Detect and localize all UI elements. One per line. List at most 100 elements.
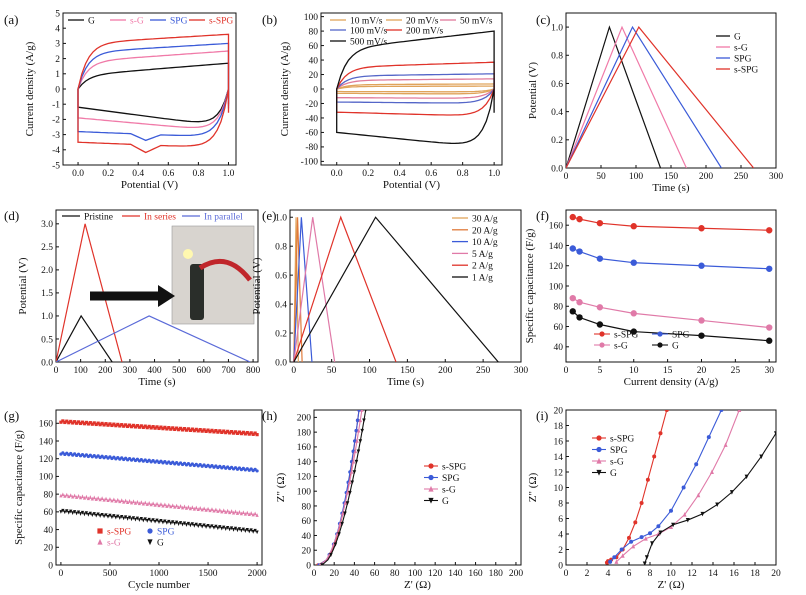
data-point <box>190 522 194 527</box>
data-point <box>139 424 143 428</box>
data-point <box>104 422 108 426</box>
data-point <box>165 521 169 525</box>
x-tick-label: 100 <box>408 569 423 579</box>
data-point <box>163 425 167 429</box>
data-point <box>114 515 118 520</box>
legend-label: 200 mV/s <box>406 27 444 37</box>
data-point <box>76 493 81 498</box>
data-point <box>135 499 140 504</box>
data-point <box>596 219 604 227</box>
data-point <box>247 512 251 517</box>
data-point <box>96 495 100 500</box>
legend-marker <box>657 342 663 348</box>
data-point <box>243 432 247 436</box>
data-point <box>198 506 202 510</box>
data-point <box>247 529 251 534</box>
plot-area <box>77 33 230 154</box>
data-point <box>627 535 631 540</box>
panel-label: (e) <box>262 208 276 223</box>
legend-marker <box>428 463 434 469</box>
data-point <box>177 428 181 432</box>
data-point <box>69 419 73 424</box>
data-point <box>218 508 222 512</box>
data-point <box>155 425 159 429</box>
legend: 30 A/g20 A/g 10 A/g 5 A/g 2 A/g 1 A/g <box>452 215 498 284</box>
data-point <box>251 530 255 534</box>
data-point <box>233 430 238 434</box>
data-point <box>114 499 118 503</box>
data-point <box>120 423 124 427</box>
data-point <box>110 498 114 503</box>
y-tick-label: 0.8 <box>551 52 563 62</box>
y-tick-label: 100 <box>39 473 54 483</box>
data-point <box>255 469 259 473</box>
chart-panel-f: 0 5 10 15 20 25 30 40 60 80 100 120 140 160 Current de… <box>524 208 777 388</box>
data-point <box>76 510 81 515</box>
data-point <box>78 512 83 516</box>
data-point <box>671 522 676 528</box>
data-point <box>139 500 143 504</box>
data-point <box>65 509 69 513</box>
series-10-mv-s <box>336 85 495 93</box>
data-point <box>65 492 69 497</box>
legend-label: 100 mV/s <box>350 27 388 37</box>
data-point <box>737 410 742 412</box>
y-tick-label: 4 <box>558 530 563 540</box>
panels: 0.0 0.2 0.4 0.6 0.8 1.0-5-4-3-2-1012345Potent… <box>4 9 783 591</box>
legend-label: s-G <box>442 486 456 496</box>
data-point <box>241 430 245 434</box>
data-point <box>200 507 204 512</box>
x-tick-label: 0.0 <box>72 169 84 179</box>
data-point <box>88 495 92 499</box>
legend-item: s-G <box>424 486 456 496</box>
legend-marker <box>147 528 153 534</box>
data-point <box>620 553 625 558</box>
legend-label: 10 mV/s <box>350 17 383 27</box>
data-point <box>569 213 576 221</box>
data-point <box>180 428 185 432</box>
legend-item: s-G <box>594 342 628 352</box>
data-point <box>96 421 100 425</box>
y-tick-label: 20 <box>44 544 54 554</box>
x-tick-label: 100 <box>74 366 89 376</box>
x-tick-label: 0.6 <box>425 169 437 179</box>
data-point <box>175 503 179 508</box>
chart-panel-d: 0 100 200 300 400 500 600 700 800 0.0 0.5 1.0 1.5 2.0… <box>4 208 260 388</box>
data-point <box>235 511 240 515</box>
x-tick-label: 0.0 <box>331 169 343 179</box>
y-tick-label: 10 <box>554 484 564 494</box>
data-point <box>78 421 83 426</box>
data-point <box>216 430 220 434</box>
legend-item: SPG <box>147 528 175 538</box>
data-point <box>239 528 243 533</box>
data-point <box>360 428 364 433</box>
series-spg <box>318 410 360 565</box>
y-tick-label: -20 <box>305 100 318 110</box>
data-point <box>182 521 187 526</box>
data-point <box>204 429 208 433</box>
x-tick-label: 20 <box>771 569 781 579</box>
data-point <box>124 515 128 520</box>
x-tick-label: 25 <box>731 366 741 376</box>
data-point <box>127 499 132 503</box>
y-axis-label: Potential (V) <box>17 257 29 314</box>
data-point <box>143 517 147 522</box>
y-tick-label: 1.0 <box>275 214 287 224</box>
data-point <box>224 431 228 435</box>
y-tick-label: 0 <box>55 85 60 95</box>
data-point <box>80 494 85 499</box>
x-tick-label: 150 <box>664 172 679 182</box>
data-point <box>86 512 90 517</box>
data-point <box>67 494 71 499</box>
legend-label: s-G <box>614 342 628 352</box>
data-point <box>652 454 657 459</box>
data-point <box>639 535 644 540</box>
y-tick-label: 3 <box>55 40 60 50</box>
data-point <box>658 530 663 535</box>
legend-item: G <box>592 469 617 479</box>
y-tick-label: 100 <box>549 282 564 292</box>
data-point <box>682 512 687 517</box>
data-point <box>159 425 163 429</box>
legend-label: 30 A/g <box>472 215 498 225</box>
